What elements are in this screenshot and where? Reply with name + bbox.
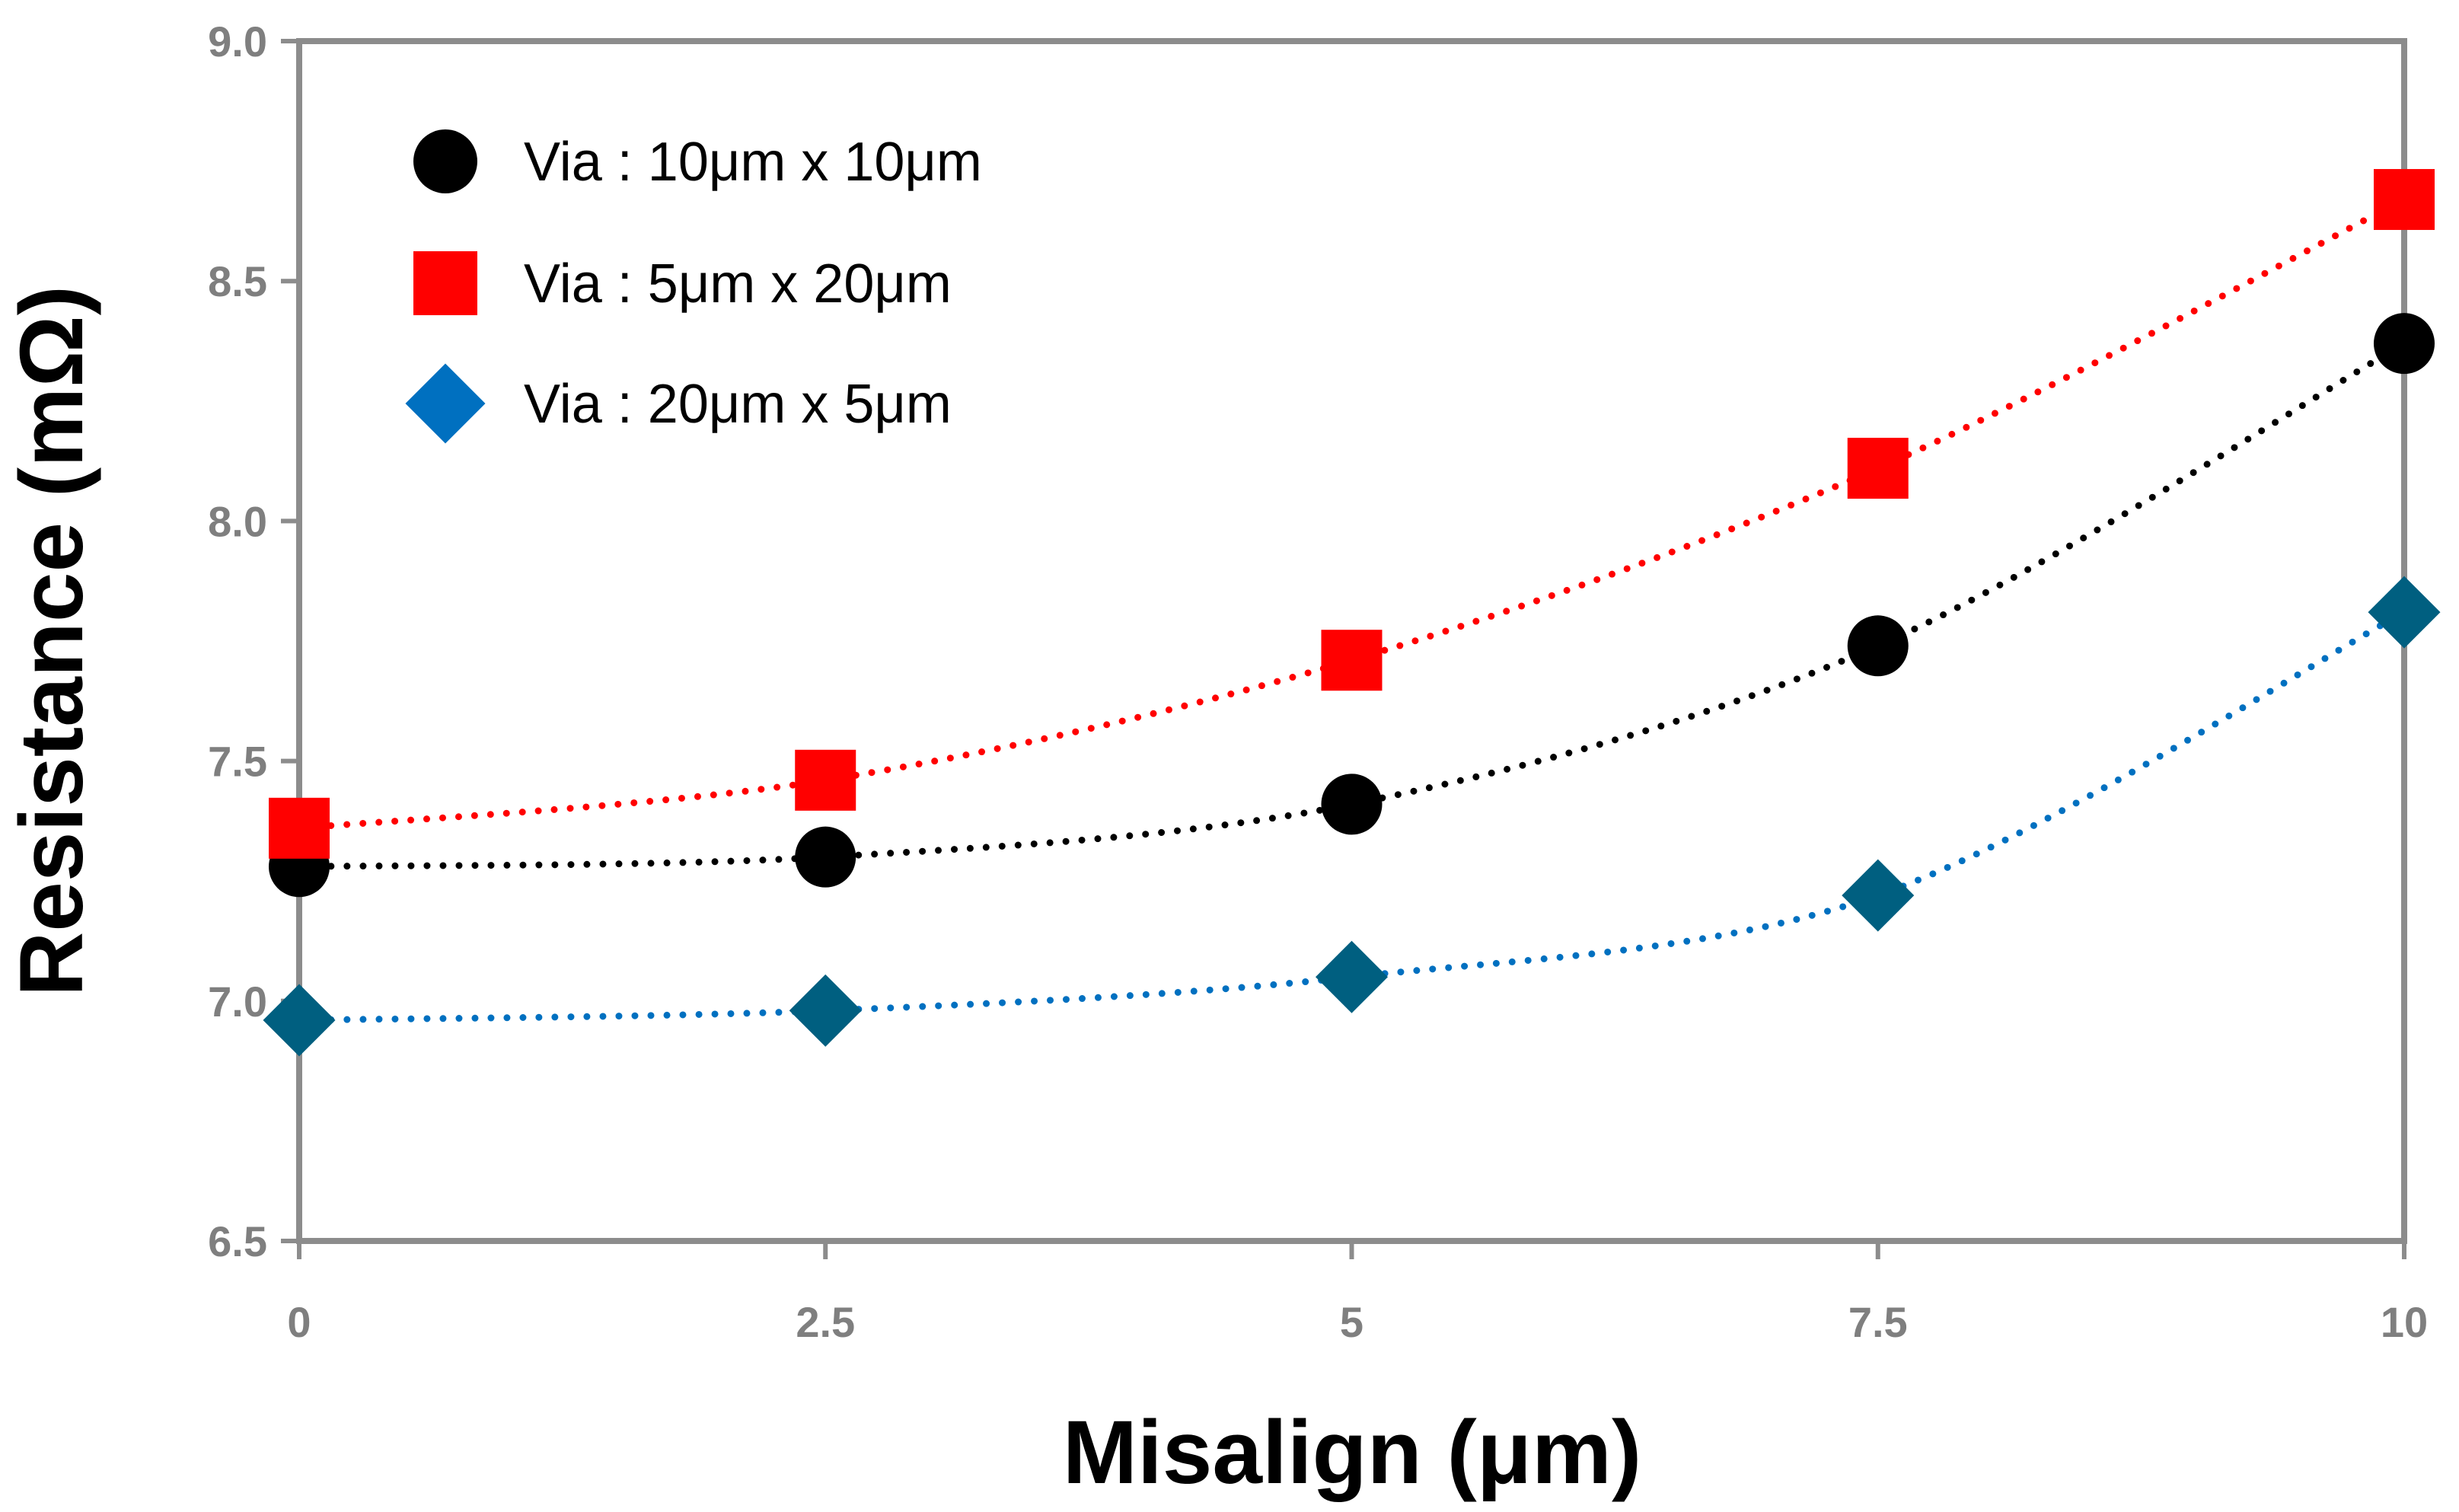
y-tick-label: 8.5 (208, 257, 267, 305)
x-axis-title: Misalign (μm) (1063, 1402, 1642, 1503)
series-diamond (263, 576, 2441, 1057)
x-tick-label: 7.5 (1848, 1298, 1908, 1346)
data-point-diamond (789, 974, 862, 1047)
legend-item: Via : 20μm x 5μm (405, 363, 952, 444)
series-group (263, 169, 2441, 1057)
legend-marker-square (413, 251, 477, 315)
y-tick-label: 7.0 (208, 978, 267, 1026)
y-tick-label: 7.5 (208, 738, 267, 786)
data-point-square (1847, 438, 1909, 499)
data-point-circle (2374, 313, 2435, 375)
y-axis-ticks: 6.5 7.0 7.5 8.0 8.5 9.0 (208, 18, 299, 1265)
data-point-diamond (2368, 576, 2441, 649)
data-point-square (1321, 630, 1383, 691)
legend-label: Via : 20μm x 5μm (524, 374, 952, 435)
data-point-square (795, 749, 856, 811)
data-point-diamond (263, 984, 336, 1057)
x-tick-label: 5 (1340, 1298, 1363, 1346)
legend-item: Via : 10μm x 10μm (413, 129, 982, 193)
legend-marker-circle (413, 129, 477, 193)
y-tick-label: 6.5 (208, 1217, 267, 1265)
legend-label: Via : 5μm x 20μm (524, 254, 952, 314)
legend-marker-diamond (405, 363, 486, 444)
data-point-diamond (1316, 940, 1388, 1013)
x-tick-label: 0 (287, 1298, 311, 1346)
legend-label: Via : 10μm x 10μm (524, 132, 982, 193)
y-tick-label: 9.0 (208, 18, 267, 65)
legend-item: Via : 5μm x 20μm (413, 251, 952, 315)
x-axis-ticks: 0 2.5 5 7.5 10 (287, 1241, 2428, 1346)
y-tick-label: 8.0 (208, 497, 267, 545)
data-point-circle (1847, 615, 1909, 677)
x-tick-label: 10 (2381, 1298, 2428, 1346)
y-axis-title: Resistance (mΩ) (2, 285, 102, 997)
data-point-diamond (1842, 859, 1915, 932)
data-point-square (2374, 169, 2435, 231)
legend: Via : 10μm x 10μm Via : 5μm x 20μm Via : 2… (405, 129, 982, 444)
data-point-circle (1321, 774, 1383, 835)
series-square (269, 169, 2435, 859)
x-tick-label: 2.5 (796, 1298, 855, 1346)
data-point-circle (795, 826, 856, 888)
data-point-square (269, 797, 330, 859)
